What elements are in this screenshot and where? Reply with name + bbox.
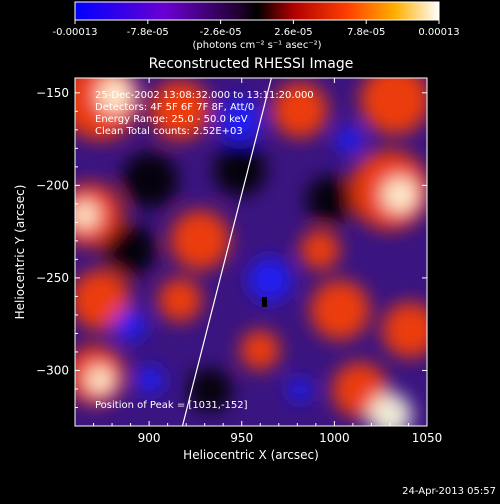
y-tick-label: −150 <box>36 86 69 100</box>
image-area <box>75 78 427 426</box>
colorbar-tick-label: -2.6e-05 <box>200 27 242 38</box>
emission-blob <box>170 210 230 270</box>
colorbar-tick-label: -0.00013 <box>53 27 98 38</box>
y-axis: −150 −200 −250 −300 <box>36 86 427 408</box>
annotations: 25-Dec-2002 13:08:32.000 to 13:11:20.000… <box>95 90 314 137</box>
colorbar: -0.00013 -7.8e-05 -2.6e-05 2.6e-05 7.8e-05 0.… <box>53 1 460 51</box>
emission-blob <box>382 177 418 213</box>
emission-blob <box>382 302 427 358</box>
y-tick-label: −250 <box>36 271 69 285</box>
peak-marker <box>261 296 267 307</box>
emission-blob <box>336 126 364 154</box>
emission-blobs <box>75 78 427 426</box>
annotation-line: Energy Range: 25.0 - 50.0 keV <box>95 114 248 125</box>
x-tick-label: 1050 <box>412 431 443 445</box>
emission-blob <box>306 176 354 224</box>
x-tick-label: 950 <box>230 431 253 445</box>
emission-blob <box>248 258 292 302</box>
emission-blob <box>214 144 266 196</box>
colorbar-tick-label: 0.00013 <box>418 27 459 38</box>
annotation-line: 25-Dec-2002 13:08:32.000 to 13:11:20.000 <box>95 90 314 101</box>
emission-blob <box>240 330 280 370</box>
solar-limb-line <box>181 78 272 426</box>
emission-blob <box>75 270 130 330</box>
x-axis: 900 950 1000 1050 <box>93 78 443 445</box>
colorbar-tick-labels: -0.00013 -7.8e-05 -2.6e-05 2.6e-05 7.8e-05 0.… <box>53 27 460 38</box>
colorbar-units-label: (photons cm⁻² s⁻¹ asec⁻²) <box>192 40 321 51</box>
emission-blob <box>288 378 312 402</box>
emission-blob <box>368 393 412 426</box>
colorbar-tick-label: 2.6e-05 <box>274 27 312 38</box>
emission-blob <box>104 224 156 276</box>
peak-position-label: Position of Peak = [1031,-152] <box>95 400 248 411</box>
emission-blob <box>272 82 328 138</box>
colorbar-gradient <box>74 1 440 21</box>
emission-blob <box>300 230 340 270</box>
emission-blob <box>136 366 164 394</box>
y-axis-label: Heliocentric Y (arcsec) <box>13 185 27 320</box>
colorbar-ticks <box>74 20 440 24</box>
emission-blob <box>310 280 370 340</box>
emission-blob <box>360 78 427 135</box>
emission-blob <box>150 80 210 140</box>
x-tick-label: 900 <box>138 431 161 445</box>
footer-date: 24-Apr-2013 05:57 <box>402 486 496 497</box>
y-tick-label: −200 <box>36 178 69 192</box>
emission-blob <box>75 201 99 229</box>
emission-blob <box>86 366 114 394</box>
colorbar-tick-label: -7.8e-05 <box>127 27 169 38</box>
y-tick-label: −300 <box>36 363 69 377</box>
emission-blob <box>188 368 232 412</box>
emission-blob <box>158 278 202 322</box>
emission-blob <box>114 309 146 341</box>
x-tick-label: 1000 <box>319 431 350 445</box>
emission-blob <box>218 98 262 142</box>
emission-blob <box>97 78 133 113</box>
x-axis-label: Heliocentric X (arcsec) <box>183 448 319 462</box>
annotation-line: Detectors: 4F 5F 6F 7F 8F, Att/0 <box>95 102 254 113</box>
emission-blob <box>122 152 178 208</box>
chart-title: Reconstructed RHESSI Image <box>149 56 354 72</box>
colorbar-tick-label: 7.8e-05 <box>347 27 385 38</box>
annotation-line: Clean Total counts: 2.52E+03 <box>95 126 243 137</box>
plot-frame <box>74 77 428 427</box>
